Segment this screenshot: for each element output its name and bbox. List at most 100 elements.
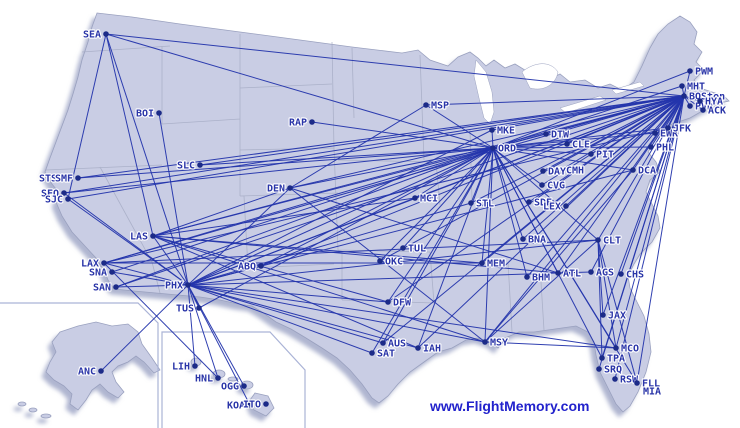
airport-hya: HYA [697,95,724,109]
route-atl-ags [557,271,592,274]
route-phx-lax [103,262,189,286]
airport-ito: ITO [242,398,269,412]
route-ord-clt [492,147,599,241]
airport-sfo: SFO [40,187,67,201]
airport-dot [61,190,67,196]
airport-label: DFW [393,298,412,309]
route-phx-den [187,187,291,286]
airport-dot [423,102,429,108]
airport-dot [400,245,406,251]
airport-label: OGG [221,382,239,393]
airport-mht: MHT [679,80,706,94]
airport-dot [65,196,71,202]
route-ord-msp [425,104,494,149]
airport-bhm: BHM [524,271,551,285]
airport-label: BNA [528,235,546,246]
airport-label: ORD [498,144,516,155]
airport-mco: MCO [613,342,640,356]
airport-mke: MKE [489,124,516,138]
flightmemory-link[interactable]: www.FlightMemory.com [430,398,590,414]
airport-srq: SRQ [596,363,623,377]
route-clt-mco [597,239,617,349]
airport-dot [539,182,545,188]
airport-las: LAS [129,230,156,244]
route-ord-sna [111,147,494,273]
route-ord-pit [492,147,592,155]
airport-iah: IAH [415,342,442,356]
airport-label: PWM [695,67,713,78]
airport-dot [385,299,391,305]
airport-label: LAX [81,259,99,270]
airport-okc: OKC [377,255,404,269]
route-phx-sat [187,284,373,354]
airport-dot [185,282,191,288]
airport-label: JAX [608,311,626,322]
airport-label: MIA [643,387,661,398]
airport-label: LIH [172,362,190,373]
airport-label: TUL [408,244,426,255]
airport-mci: MCI [412,192,439,206]
airport-stl: STL [468,197,495,211]
airport-sat: SAT [369,347,396,361]
route-phx-mco [187,284,617,349]
airport-sts: STS [38,172,58,185]
route-ord-aus [382,147,494,344]
airport-dot [377,258,383,264]
airport-label: SDF [534,198,552,209]
route-bos-sdf [528,95,685,203]
airport-cvg: CVG [539,179,566,193]
airport-label: BOI [136,109,154,120]
aleutian-island [28,407,38,413]
route-bos-san [115,95,685,288]
airport-label: CLE [572,140,590,151]
route-ord-den [289,147,494,189]
airport-label: STL [476,199,494,210]
route-ord-lax [103,147,494,264]
airport-label: SNA [89,268,107,279]
route-ord-smf [77,147,494,179]
lake-erie [559,95,607,114]
airport-label: PIT [596,150,614,161]
route-ord-mem [481,147,494,264]
route-ord-ewr [492,132,656,149]
route-las-mci [152,197,416,237]
route-phx-koa [187,284,251,406]
airport-dot [564,141,570,147]
airport-label: SRQ [604,365,622,376]
airport-clt: CLT [595,234,622,248]
route-bos-abq [260,95,685,267]
route-phx-hnl [187,284,219,379]
airport-dot [588,151,594,157]
route-bos-sea [105,33,685,97]
airport-label: AGS [596,268,614,279]
route-bos-ack [683,95,704,111]
airport-dot [490,145,496,151]
airport-dot [215,375,221,381]
route-ord-las [152,147,494,237]
airport-dot [479,260,485,266]
route-las-msy [152,235,486,343]
route-bos-cle [566,95,685,145]
airport-sdf: SDF [526,196,553,210]
airport-label: KOA [227,401,245,412]
airport-label: SMF [55,174,73,185]
airport-lex: LEX [542,200,569,214]
airport-mem: MEM [479,257,506,271]
alaska-inset-border [0,302,159,428]
route-phx-atl [187,272,559,286]
airport-label: MEM [487,259,505,270]
route-ord-dca [492,147,634,171]
airport-dot [412,195,418,201]
airport-label: CLT [603,236,621,247]
airport-dot [309,119,315,125]
airport-dot [369,350,375,356]
route-ord-bna [492,147,524,240]
route-ord-san [115,147,494,288]
route-bos-jfk [667,95,685,129]
airport-label: MCO [621,344,639,355]
route-ord-mci [414,147,494,199]
airport-ewr: EWR [652,127,680,141]
route-ord-dtw [492,133,547,149]
airport-cmh: CMH [565,164,585,177]
airport-dot [258,263,264,269]
